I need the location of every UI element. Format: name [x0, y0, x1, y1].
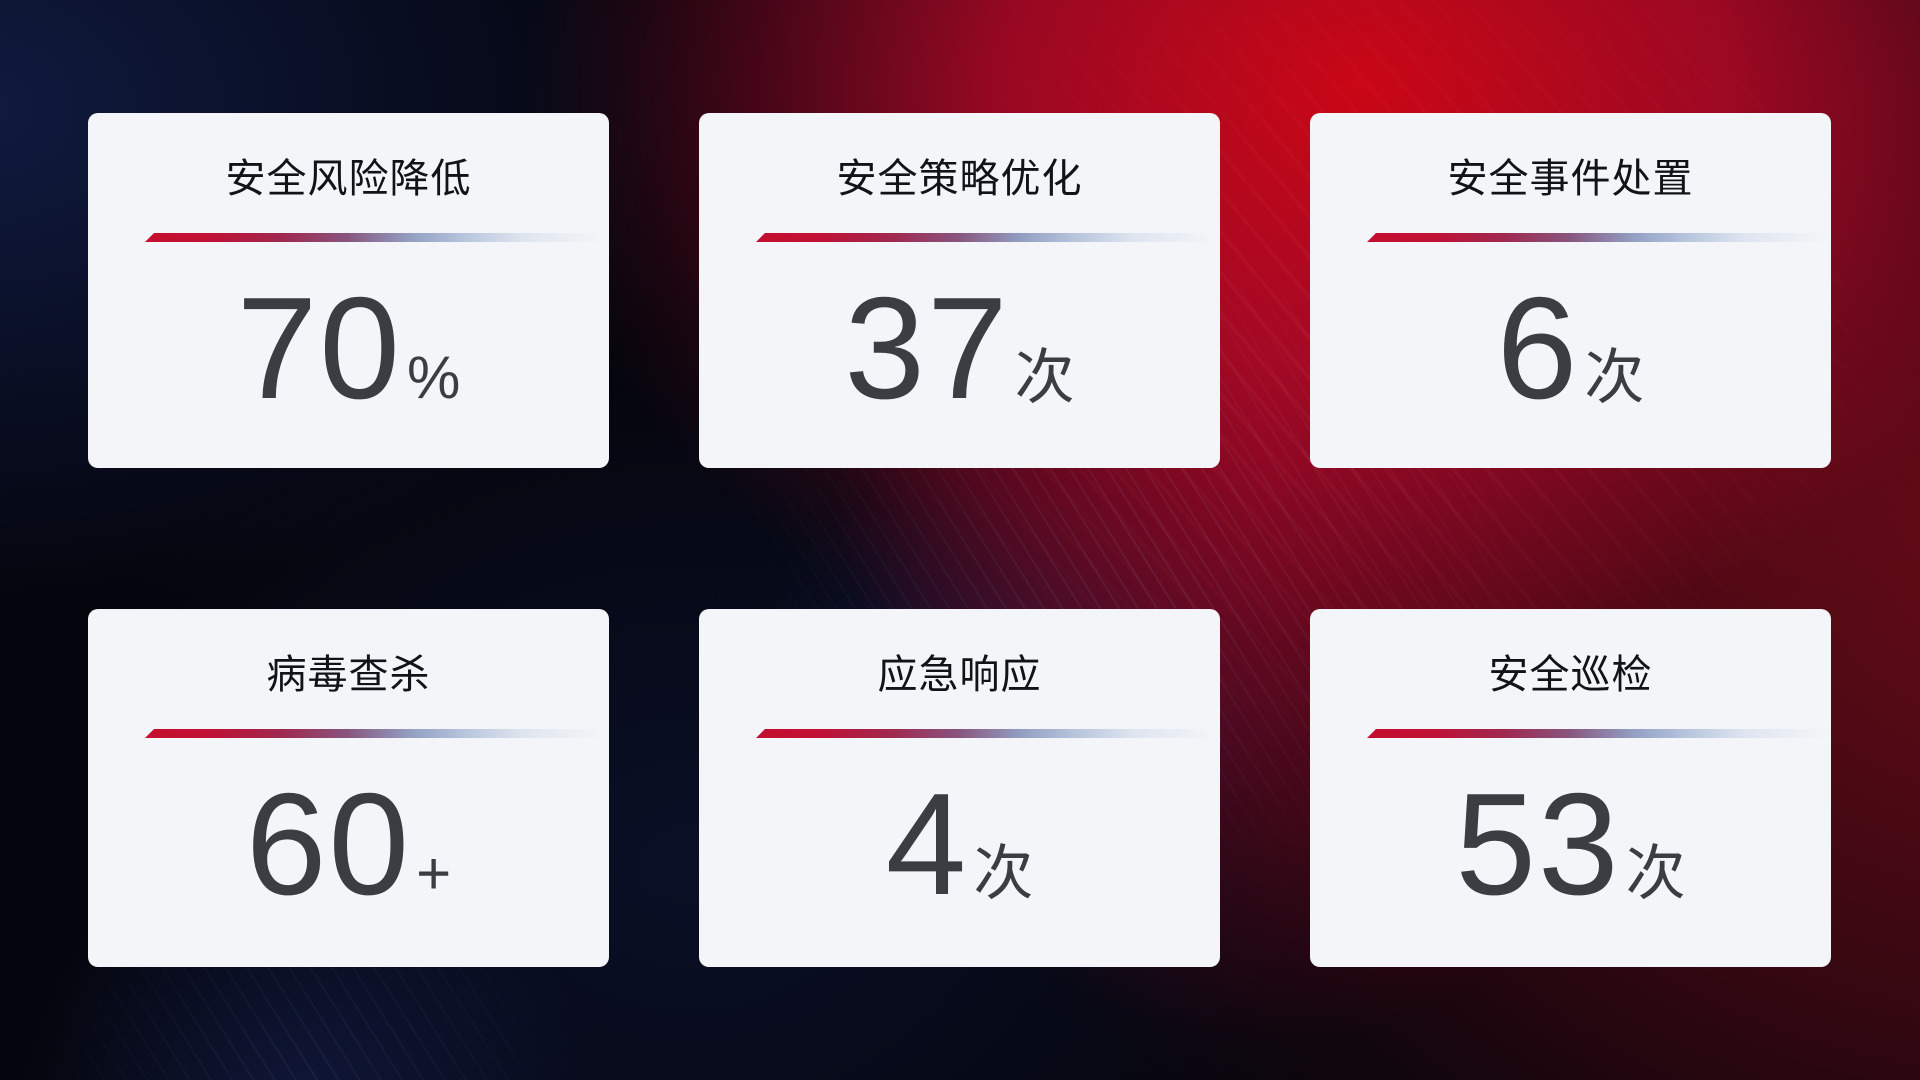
card-unit: 次 — [1014, 344, 1075, 411]
card-title: 安全策略优化 — [836, 157, 1083, 201]
card-value: 60 — [245, 763, 412, 925]
stat-card-security-policy-optimization: 安全策略优化 37 次 — [699, 113, 1220, 468]
card-divider — [756, 729, 1216, 738]
card-divider — [756, 233, 1216, 242]
card-value-row: 70 % — [88, 276, 609, 421]
card-value-row: 60 + — [88, 772, 609, 917]
card-unit: 次 — [1584, 344, 1645, 411]
card-unit: 次 — [1625, 840, 1686, 907]
card-title: 病毒查杀 — [266, 653, 431, 697]
card-divider — [145, 233, 605, 242]
card-title: 安全风险降低 — [225, 157, 472, 201]
card-value: 4 — [885, 763, 969, 925]
card-value: 53 — [1455, 763, 1621, 925]
card-value-row: 6 次 — [1310, 276, 1831, 421]
card-unit: 次 — [973, 840, 1034, 907]
card-value-row: 37 次 — [699, 276, 1220, 421]
stat-card-security-inspection: 安全巡检 53 次 — [1310, 609, 1831, 967]
card-divider — [1367, 729, 1827, 738]
card-divider — [1367, 233, 1827, 242]
card-value-row: 53 次 — [1310, 772, 1831, 917]
card-divider — [145, 729, 605, 738]
card-title: 安全巡检 — [1488, 653, 1653, 697]
stat-card-virus-scan: 病毒查杀 60 + — [88, 609, 609, 967]
card-value-row: 4 次 — [699, 772, 1220, 917]
card-value: 37 — [844, 267, 1010, 429]
card-value: 6 — [1496, 267, 1580, 429]
card-unit: % — [406, 344, 461, 411]
card-value: 70 — [236, 267, 402, 429]
card-title: 应急响应 — [877, 653, 1042, 697]
stat-card-security-incident-handling: 安全事件处置 6 次 — [1310, 113, 1831, 468]
card-title: 安全事件处置 — [1447, 157, 1694, 201]
card-unit: + — [416, 840, 452, 907]
stat-card-security-risk-reduction: 安全风险降低 70 % — [88, 113, 609, 468]
stat-card-emergency-response: 应急响应 4 次 — [699, 609, 1220, 967]
stats-grid: 安全风险降低 70 % 安全策略优化 37 次 安全事件处置 6 次 病毒查 — [88, 113, 1831, 967]
